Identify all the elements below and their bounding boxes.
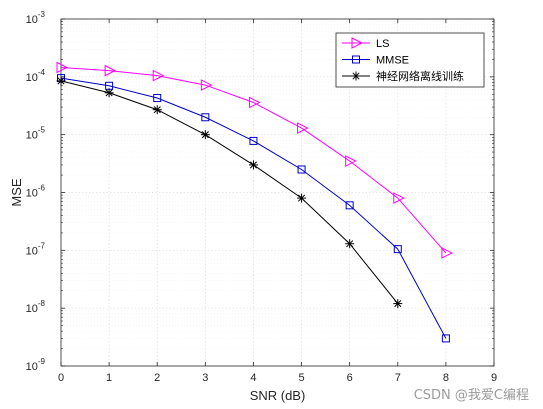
- y-tick-label: 10-9: [26, 357, 46, 373]
- data-point-marker: [393, 299, 403, 309]
- legend: LS MMSE 神经网络离线训练: [335, 32, 485, 88]
- y-tick-label: 10-8: [26, 299, 46, 315]
- x-tick-label: 5: [298, 372, 304, 384]
- asterisk-stroke: [201, 131, 209, 139]
- data-point-marker: [345, 155, 357, 167]
- legend-marker: [351, 71, 361, 81]
- data-point-marker: [441, 334, 450, 343]
- legend-label: LS: [376, 38, 389, 50]
- data-point-marker: [248, 160, 258, 170]
- y-tick-label: 10-5: [26, 126, 46, 142]
- series-1: [57, 74, 450, 343]
- asterisk-stroke: [57, 77, 65, 85]
- data-point-marker: [441, 247, 454, 259]
- x-tick-label: 7: [395, 372, 401, 384]
- legend-label: 神经网络离线训练: [376, 69, 464, 83]
- data-point-marker: [104, 88, 114, 98]
- data-point-marker: [393, 192, 405, 204]
- data-point-marker: [297, 193, 307, 203]
- data-point-marker: [345, 239, 355, 249]
- data-point-marker: [297, 122, 309, 134]
- asterisk-stroke: [249, 161, 257, 169]
- data-point-marker: [152, 105, 162, 115]
- legend-label: MMSE: [376, 55, 409, 67]
- legend-marker: [351, 37, 364, 49]
- data-point-marker: [248, 96, 261, 109]
- y-tick-label: 10-3: [26, 10, 46, 26]
- watermark-text: CSDN @我爱C编程: [413, 388, 529, 403]
- asterisk-stroke: [346, 240, 354, 248]
- x-tick-label: 8: [443, 372, 449, 384]
- data-point-marker: [56, 76, 66, 86]
- x-axis-label: SNR (dB): [250, 388, 306, 403]
- y-axis-label: MSE: [9, 178, 24, 207]
- x-tick-label: 6: [347, 372, 353, 384]
- asterisk-stroke: [298, 194, 306, 202]
- asterisk-stroke: [105, 89, 113, 97]
- series-line: [60, 80, 399, 304]
- data-point-marker: [249, 136, 258, 145]
- series-line: [60, 77, 447, 339]
- series-layer: [56, 61, 454, 343]
- data-point-marker: [200, 79, 213, 91]
- series-0: [56, 61, 454, 259]
- asterisk-stroke: [153, 106, 161, 114]
- data-point-marker: [345, 201, 354, 210]
- axis-ticks: 0 1 2 3 4 5 6 7 8 9 10-9 10-8 10-7 10-6 10-5 10-4 10-3: [26, 10, 497, 384]
- data-point-marker: [56, 61, 69, 74]
- x-tick-label: 3: [202, 372, 208, 384]
- x-tick-label: 0: [58, 372, 64, 384]
- legend-entry-0: LS: [342, 37, 389, 50]
- x-tick-label: 4: [250, 372, 256, 384]
- data-point-marker: [200, 130, 210, 140]
- data-point-marker: [152, 69, 165, 82]
- y-tick-label: 10-6: [26, 184, 46, 200]
- asterisk-stroke: [394, 300, 402, 308]
- asterisk-stroke: [352, 72, 360, 80]
- series-2: [56, 76, 403, 309]
- x-tick-label: 1: [106, 372, 112, 384]
- legend-marker: [352, 55, 360, 64]
- legend-entry-1: MMSE: [342, 55, 409, 67]
- data-point-marker: [393, 245, 402, 254]
- legend-entry-2: 神经网络离线训练: [342, 69, 464, 83]
- data-point-marker: [153, 94, 162, 103]
- data-point-marker: [201, 113, 210, 122]
- data-point-marker: [297, 165, 306, 174]
- data-point-marker: [104, 64, 117, 77]
- x-tick-label: 9: [491, 372, 497, 384]
- y-tick-label: 10-4: [26, 68, 46, 84]
- x-tick-label: 2: [154, 372, 160, 384]
- y-tick-label: 10-7: [26, 241, 46, 257]
- series-line: [60, 67, 447, 254]
